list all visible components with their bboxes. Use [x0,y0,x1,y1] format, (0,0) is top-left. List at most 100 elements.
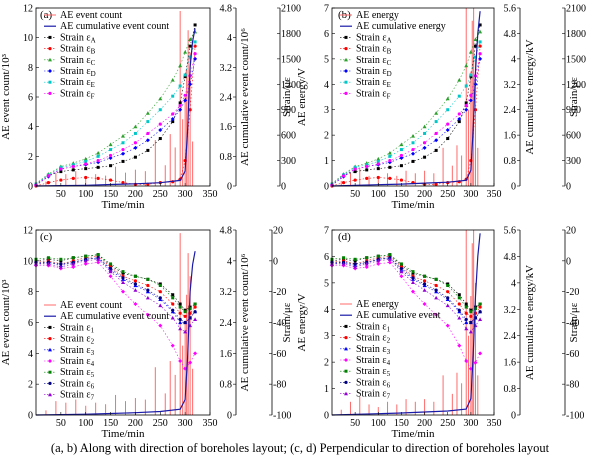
legend-marker [344,57,348,62]
strain-point [422,124,427,129]
legend-label-main: Strain ε [60,378,91,389]
strain-point [158,282,162,286]
strain-line [35,254,196,311]
right-2-tick-label: -40 [273,318,286,329]
legend-label-main: AE event count [60,10,122,21]
strain-point [170,78,175,82]
strain-point [178,326,183,331]
legend-label: AE energy [356,10,399,21]
legend-label-main: Strain ε [356,366,387,377]
x-tick-label: 300 [178,418,193,429]
legend-label: Strain εD [60,66,96,78]
left-tick-label: 4 [324,80,329,91]
strain-point [341,181,346,185]
strain-point [133,279,138,283]
strain-line [35,41,196,185]
legend-label-subscript: E [91,81,95,89]
strain-point [145,312,150,317]
strain-point [83,258,88,263]
legend-label: AE cumulative event count [60,311,169,322]
left-axis-label: AE energy/V [296,68,308,126]
strain-point [178,107,183,112]
strain-point [158,303,163,308]
legend-label-main: Strain ε [60,367,91,378]
strain-point [399,262,403,266]
left-tick-label: 3 [324,105,329,116]
legend-label: Strain ε4 [60,356,95,368]
strain-line [36,257,196,323]
strain-point [445,323,450,328]
strain-point [399,153,404,158]
ae-cumulative-line [35,251,196,416]
legend-marker [344,47,348,51]
legend-marker [344,80,348,84]
right-1-tick-label: 1.6 [220,349,233,360]
strain-point [446,108,450,112]
legend-label: Strain εF [356,88,391,100]
left-tick-label: 12 [23,4,33,15]
strain-point [158,296,162,300]
strain-point [133,302,138,306]
strain-point [353,165,357,169]
strain-point [434,138,439,143]
legend-marker [48,69,52,73]
x-tick-label: 50 [350,189,360,200]
right-1-tick-label: 0 [227,411,232,422]
x-tick-label: 300 [178,189,193,200]
strain-point [183,73,187,77]
x-tick-label: 200 [128,418,143,429]
right-1-tick-label: 4.8 [220,4,233,15]
strain-point [469,310,473,314]
right-1-tick-label: 0 [511,182,516,193]
legend-label: Strain εC [60,55,96,67]
right-2-tick-label: 600 [281,131,296,142]
right-2-tick-label: -60 [566,349,579,360]
x-tick-label: 50 [350,418,360,429]
figure-canvas: 50 100 150 200 250 300 350Time/min024681012AE … [0,4,586,441]
strain-point [158,122,162,126]
strain-point [411,141,415,145]
strain-point [59,259,63,263]
right-1-tick-label: 0 [227,182,232,193]
legend-label-main: Strain ε [356,389,387,400]
strain-point [133,274,137,278]
left-tick-label: 5 [324,278,329,289]
strain-line [331,254,481,311]
strain-point [365,256,369,260]
strain-point [188,108,192,112]
strain-point [108,142,113,147]
left-tick-label: 7 [324,4,329,15]
strain-point [446,284,450,287]
strain-point [422,141,427,145]
legend-label-main: Strain ε [60,345,91,356]
right-axis-2-label: Strain/με [568,302,580,342]
legend-label-main: Strain ε [60,44,91,55]
legend-label-subscript: 3 [387,348,391,356]
right-2-tick-label: 1200 [281,80,301,91]
legend-label-subscript: 5 [387,370,391,378]
strain-point [183,310,187,314]
strain-point [434,312,439,317]
strain-point [457,78,462,82]
legend-marker [48,337,52,341]
legend-label: Strain ε1 [356,321,391,333]
legend-marker [344,324,348,328]
strain-line [331,58,481,186]
legend-label: Strain εB [60,44,96,56]
strain-point [71,261,76,266]
strain-point [178,359,183,364]
panel-3: 50 100 150 200 250 300 350Time/min024681012AE … [0,226,293,441]
strain-point [83,261,88,266]
right-1-tick-label: 4 [511,54,516,65]
legend-label-main: Strain ε [60,66,91,77]
strain-point [446,296,450,300]
strain-point [171,302,175,306]
figure-caption: (a, b) Along with direction of boreholes… [50,441,550,455]
right-1-tick-label: 0.8 [220,152,233,163]
left-tick-label: 0 [324,182,329,193]
strain-point [108,156,113,161]
legend-label-subscript: E [387,81,391,89]
strain-point [96,253,100,257]
strain-line [35,257,196,323]
strain-point [353,259,357,263]
